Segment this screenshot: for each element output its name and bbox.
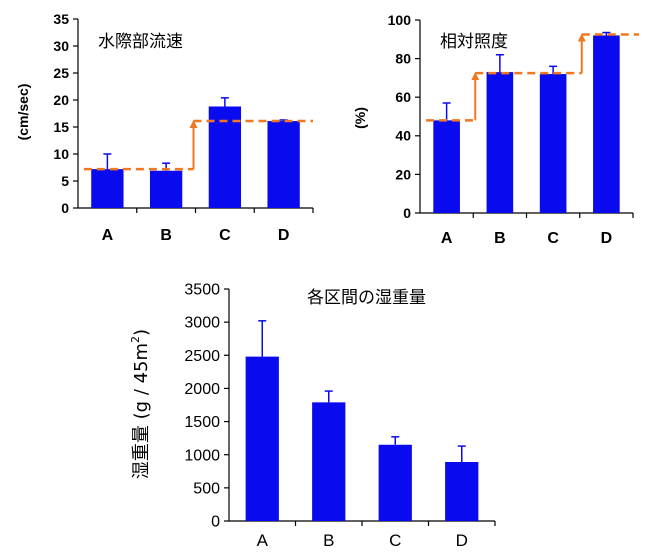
y-tick-label: 40 [395, 128, 411, 144]
bar-B [149, 170, 183, 208]
y-tick-label: 30 [53, 38, 69, 54]
bar-C [378, 444, 412, 521]
bar-A [91, 169, 124, 208]
y-tick-label: 60 [395, 89, 411, 105]
y-tick-label: 1000 [184, 447, 220, 464]
y-tick-label: 5 [61, 173, 69, 189]
bar-D [445, 462, 479, 521]
y-tick-label: 15 [53, 119, 69, 135]
bar-C [539, 74, 567, 213]
y-tick-label: 80 [395, 51, 411, 67]
y-tick-label: 0 [61, 200, 69, 216]
bar-A [245, 356, 279, 521]
y-tick-label: 35 [53, 11, 69, 27]
chart-title: 水際部流速 [98, 32, 183, 52]
bar-C [208, 106, 242, 208]
bar-B [312, 402, 346, 521]
bar-A [433, 120, 460, 213]
y-tick-label: 500 [193, 480, 220, 497]
x-tick-label: C [547, 230, 559, 247]
x-tick-label: A [102, 227, 114, 244]
y-tick-label: 20 [53, 92, 69, 108]
y-tick-label: 25 [53, 65, 69, 81]
x-tick-label: B [494, 230, 506, 247]
bar-D [593, 35, 620, 213]
x-tick-label: C [219, 227, 231, 244]
bar-B [486, 72, 514, 213]
y-axis-label: (%) [352, 107, 368, 129]
y-tick-label: 10 [53, 146, 69, 162]
y-tick-label: 3000 [184, 315, 220, 332]
chart-wet-weight: 各区間の湿重量 湿重量 (g / 45m2) 0 500 1000 1500 2000 2… [129, 282, 496, 550]
x-tick-label: D [601, 230, 613, 247]
chart-water-velocity: 水際部流速 (cm/sec) 0 5 10 15 20 25 30 35 A B C D [15, 11, 314, 244]
x-tick-label: D [278, 227, 290, 244]
x-tick-label: D [456, 531, 468, 550]
y-tick-label: 100 [388, 12, 412, 28]
bar-D [267, 121, 300, 208]
y-tick-label: 0 [403, 205, 411, 221]
y-tick-label: 2500 [184, 348, 220, 365]
chart-title: 各区間の湿重量 [307, 288, 426, 308]
chart-relative-illuminance: 相対照度 (%) 0 20 40 60 80 100 A B C D [352, 12, 639, 247]
y-tick-label: 0 [211, 514, 220, 531]
x-tick-label: C [389, 531, 401, 550]
chart-title: 相対照度 [440, 32, 508, 52]
x-tick-label: A [257, 531, 269, 550]
y-tick-label: 20 [395, 166, 411, 182]
y-tick-label: 2000 [184, 381, 220, 398]
y-tick-label: 3500 [184, 282, 220, 299]
y-axis-label: 湿重量 (g / 45m2) [129, 329, 152, 479]
y-axis-label: (cm/sec) [15, 84, 31, 141]
x-tick-label: A [441, 230, 453, 247]
y-tick-label: 1500 [184, 414, 220, 431]
x-tick-label: B [323, 531, 334, 550]
x-tick-label: B [160, 227, 172, 244]
